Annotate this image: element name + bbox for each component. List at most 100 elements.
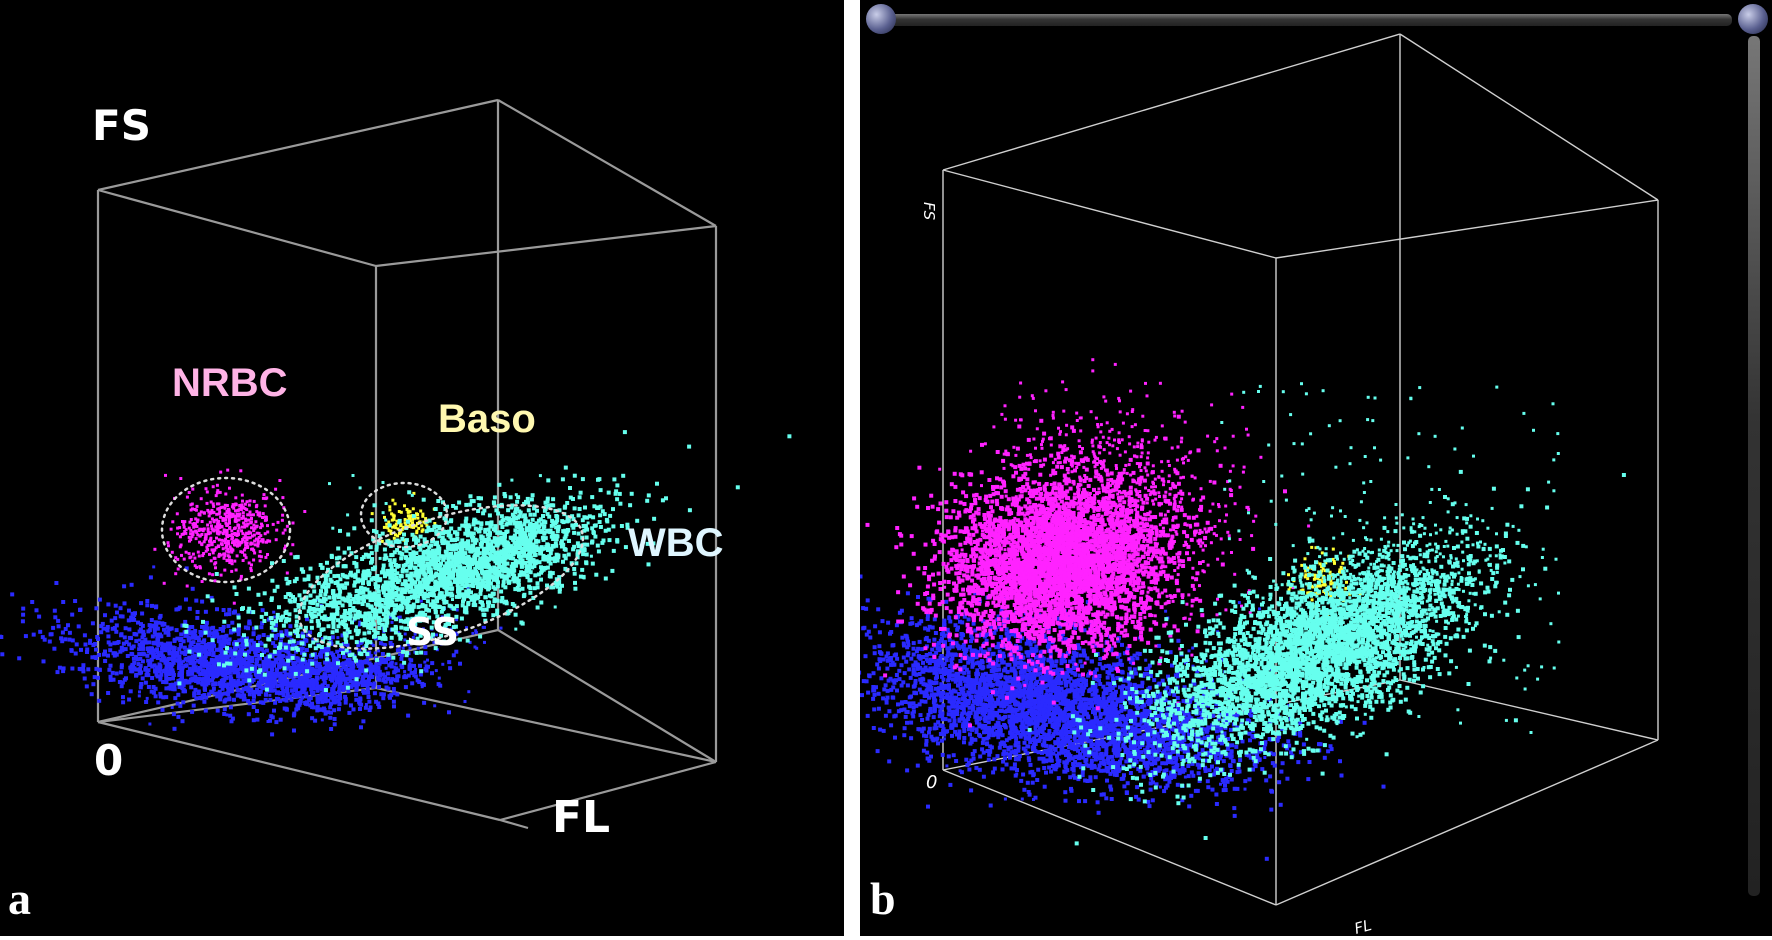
nrbc-point	[228, 534, 232, 538]
wbc-point	[537, 560, 542, 565]
wbc-point	[483, 595, 488, 600]
nrbc-point	[240, 525, 244, 529]
rbc-ghost-point	[299, 690, 304, 695]
wbc-point	[598, 488, 603, 493]
rbc-ghost-point	[268, 697, 273, 702]
wbc-point	[370, 620, 375, 625]
rbc-ghost-point	[166, 641, 170, 646]
wbc-point	[408, 575, 413, 580]
wbc-point	[365, 571, 370, 576]
rbc-ghost-point	[176, 678, 181, 683]
wbc-point	[526, 547, 531, 552]
wbc-point	[439, 592, 444, 597]
wbc-point	[435, 614, 440, 619]
wbc-point	[342, 631, 347, 636]
rbc-ghost-point	[229, 684, 234, 689]
wbc-point	[295, 627, 300, 632]
rbc-ghost-point	[330, 675, 335, 680]
rbc-ghost-point	[85, 650, 89, 654]
rbc-ghost-point	[408, 657, 412, 661]
wbc-point	[584, 552, 589, 557]
wbc-point	[336, 618, 340, 623]
nrbc-point	[191, 487, 195, 491]
wbc-point	[480, 540, 484, 545]
rbc-ghost-point	[257, 692, 262, 697]
wbc-point	[405, 519, 410, 524]
wbc-point	[372, 628, 377, 633]
rbc-ghost-point	[317, 662, 322, 666]
wbc-point	[373, 576, 378, 581]
rbc-ghost-point	[380, 652, 385, 656]
wbc-point	[387, 580, 392, 585]
rbc-ghost-point	[56, 618, 61, 623]
wbc-point	[568, 486, 572, 490]
wbc-point	[655, 481, 659, 486]
wbc-point	[390, 552, 395, 557]
wbc-point	[357, 651, 362, 656]
wbc-point	[571, 525, 576, 530]
rbc-ghost-point	[234, 628, 239, 633]
wbc-point	[419, 610, 423, 615]
rbc-ghost-point	[207, 647, 212, 652]
nrbc-point	[232, 601, 236, 605]
rbc-ghost-point	[91, 643, 96, 647]
rbc-ghost-point	[252, 640, 257, 645]
rbc-ghost-point	[140, 676, 145, 681]
wbc-point	[397, 632, 402, 637]
baso-point	[400, 527, 404, 531]
rbc-ghost-point	[285, 655, 290, 660]
rbc-ghost-point	[211, 631, 216, 636]
rbc-ghost-point	[374, 662, 379, 667]
wbc-point	[476, 509, 481, 513]
wbc-point	[334, 556, 339, 561]
rbc-ghost-point	[190, 630, 195, 635]
rbc-ghost-point	[337, 671, 342, 676]
wbc-point	[338, 577, 343, 582]
wbc-point	[302, 652, 307, 657]
rbc-ghost-point	[336, 636, 340, 640]
wbc-point	[535, 585, 540, 590]
rbc-ghost-point	[298, 699, 303, 703]
wbc-point	[414, 614, 419, 619]
rbc-ghost-point	[163, 630, 168, 635]
wbc-point	[603, 576, 608, 581]
wbc-point	[241, 606, 245, 611]
wbc-point	[441, 639, 446, 644]
rbc-ghost-point	[235, 668, 240, 673]
rbc-ghost-point	[336, 690, 341, 695]
rbc-ghost-point	[329, 727, 334, 731]
wbc-point	[336, 546, 341, 551]
nrbc-point	[231, 536, 235, 539]
rbc-ghost-point	[187, 625, 192, 630]
nrbc-point	[211, 511, 215, 515]
wbc-point	[447, 580, 452, 585]
rbc-ghost-point	[300, 661, 305, 666]
wbc-point	[259, 614, 264, 619]
rbc-ghost-point	[172, 637, 177, 642]
wbc-point	[485, 521, 490, 526]
wbc-point	[509, 505, 514, 510]
nrbc-point	[211, 528, 215, 532]
rbc-ghost-point	[215, 673, 220, 678]
rbc-ghost-point	[315, 694, 320, 699]
rbc-ghost-point	[303, 660, 308, 664]
nrbc-point	[231, 541, 234, 545]
wbc-point	[407, 564, 412, 569]
rbc-ghost-point	[165, 658, 170, 663]
rbc-ghost-point	[218, 681, 222, 686]
wbc-point	[481, 511, 486, 516]
wbc-point	[519, 564, 524, 569]
wbc-point	[445, 530, 449, 534]
nrbc-sparse-point	[244, 519, 248, 523]
rbc-ghost-point	[246, 649, 251, 654]
wbc-point	[412, 537, 416, 542]
wbc-point	[418, 618, 423, 623]
nrbc-point	[241, 559, 245, 562]
wbc-point	[329, 553, 334, 558]
wbc-point	[453, 559, 458, 564]
nrbc-point	[176, 532, 179, 536]
wbc-point	[528, 590, 533, 595]
wbc-point	[319, 645, 324, 649]
wbc-point	[345, 616, 350, 621]
wbc-point	[335, 606, 340, 611]
